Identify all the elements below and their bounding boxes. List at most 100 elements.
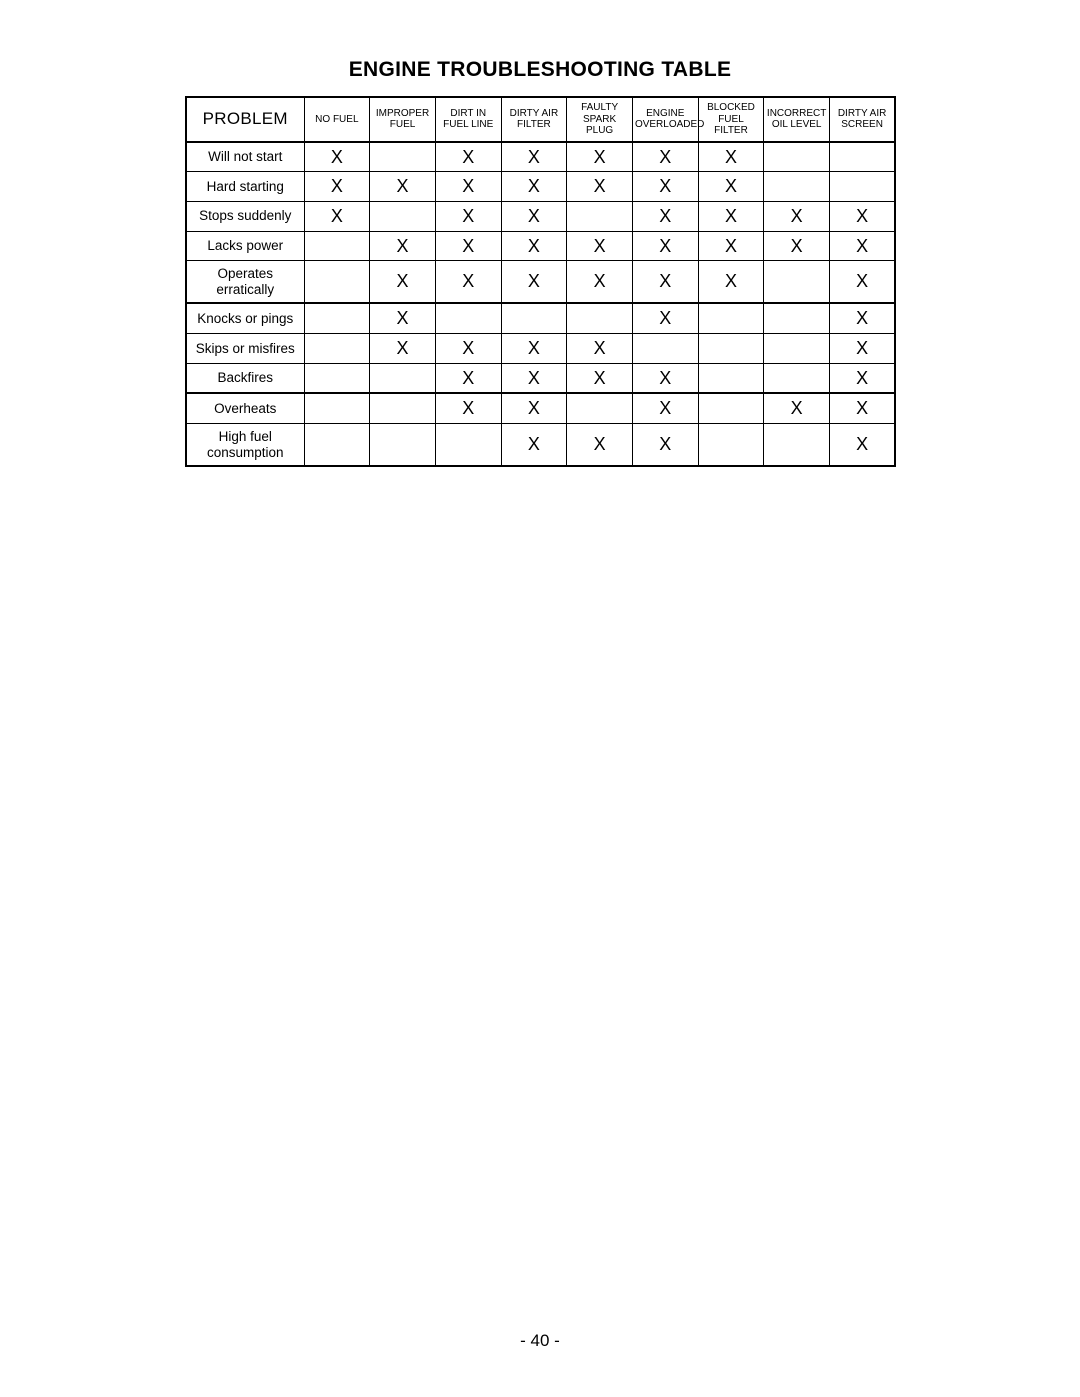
row-label: High fuelconsumption [186, 424, 304, 467]
table-cell: X [830, 303, 896, 333]
table-cell: X [501, 393, 567, 423]
table-cell: X [567, 231, 633, 261]
table-cell [764, 333, 830, 363]
table-cell [698, 303, 764, 333]
table-cell: X [304, 142, 370, 172]
table-cell: X [435, 201, 501, 231]
table-body: Will not startXXXXXXHard startingXXXXXXX… [186, 142, 895, 467]
table-cell [632, 333, 698, 363]
table-cell [435, 303, 501, 333]
row-label: Will not start [186, 142, 304, 172]
table-cell: X [435, 142, 501, 172]
table-cell: X [698, 172, 764, 202]
table-cell: X [632, 424, 698, 467]
table-cell [764, 303, 830, 333]
table-cell: X [501, 201, 567, 231]
table-cell: X [698, 201, 764, 231]
table-cell: X [370, 261, 436, 304]
table-cell [830, 142, 896, 172]
table-cell [304, 231, 370, 261]
table-cell [370, 142, 436, 172]
table-cell [435, 424, 501, 467]
table-cell: X [567, 333, 633, 363]
troubleshooting-table: PROBLEM NO FUEL IMPROPER FUEL DIRT IN FU… [185, 96, 896, 467]
table-cell [370, 363, 436, 393]
table-cell: X [632, 172, 698, 202]
col-header-dirty-air-screen: DIRTY AIR SCREEN [830, 97, 896, 142]
row-label: Skips or misfires [186, 333, 304, 363]
table-cell: X [830, 363, 896, 393]
table-cell: X [632, 231, 698, 261]
manual-page: ENGINE TROUBLESHOOTING TABLE PROBLEM NO … [0, 0, 1080, 1397]
table-cell: X [698, 261, 764, 304]
table-cell: X [698, 142, 764, 172]
table-cell: X [830, 261, 896, 304]
page-title: ENGINE TROUBLESHOOTING TABLE [0, 58, 1080, 82]
col-header-no-fuel: NO FUEL [304, 97, 370, 142]
table-cell [567, 303, 633, 333]
table-cell [764, 142, 830, 172]
table-cell: X [501, 424, 567, 467]
row-label: Backfires [186, 363, 304, 393]
table-cell [698, 333, 764, 363]
row-label: Hard starting [186, 172, 304, 202]
table-cell: X [567, 261, 633, 304]
table-cell: X [632, 142, 698, 172]
table-cell [501, 303, 567, 333]
row-label: Knocks or pings [186, 303, 304, 333]
col-header-faulty-spark-plug: FAULTY SPARK PLUG [567, 97, 633, 142]
table-cell [764, 172, 830, 202]
table-cell: X [830, 424, 896, 467]
table-cell: X [632, 201, 698, 231]
table-cell: X [501, 172, 567, 202]
table-cell [370, 424, 436, 467]
table-cell: X [435, 231, 501, 261]
table-cell [567, 201, 633, 231]
table-cell: X [501, 261, 567, 304]
table-cell: X [567, 142, 633, 172]
table-cell: X [632, 393, 698, 423]
table-cell: X [764, 231, 830, 261]
table-cell: X [435, 172, 501, 202]
table-cell: X [435, 393, 501, 423]
row-label: Lacks power [186, 231, 304, 261]
table-cell: X [435, 363, 501, 393]
table-cell: X [567, 424, 633, 467]
table-cell: X [567, 172, 633, 202]
table-cell: X [304, 172, 370, 202]
table-cell: X [370, 303, 436, 333]
table-row: OverheatsXXXXX [186, 393, 895, 423]
table-cell [764, 363, 830, 393]
table-row: High fuelconsumptionXXXX [186, 424, 895, 467]
table-cell: X [764, 201, 830, 231]
row-label: Stops suddenly [186, 201, 304, 231]
table-cell: X [501, 142, 567, 172]
row-label: Operateserratically [186, 261, 304, 304]
table-cell: X [830, 201, 896, 231]
table-cell [304, 424, 370, 467]
table-cell: X [435, 333, 501, 363]
col-header-incorrect-oil-level: INCORRECT OIL LEVEL [764, 97, 830, 142]
table-cell [304, 261, 370, 304]
table-header: PROBLEM NO FUEL IMPROPER FUEL DIRT IN FU… [186, 97, 895, 142]
table-cell: X [632, 363, 698, 393]
table-row: Will not startXXXXXX [186, 142, 895, 172]
row-label: Overheats [186, 393, 304, 423]
page-number: - 40 - [0, 1331, 1080, 1351]
table-cell: X [501, 363, 567, 393]
col-header-blocked-fuel-filter: BLOCKED FUEL FILTER [698, 97, 764, 142]
table-cell [698, 363, 764, 393]
table-cell [370, 201, 436, 231]
table-cell [567, 393, 633, 423]
table-row: Skips or misfiresXXXXX [186, 333, 895, 363]
table-cell [830, 172, 896, 202]
table-cell: X [370, 333, 436, 363]
table-cell: X [304, 201, 370, 231]
table-cell [698, 393, 764, 423]
table-cell: X [632, 303, 698, 333]
table-cell: X [830, 393, 896, 423]
col-header-engine-overloaded: ENGINE OVERLOADED [632, 97, 698, 142]
table-cell [370, 393, 436, 423]
table-cell: X [567, 363, 633, 393]
table-cell: X [698, 231, 764, 261]
